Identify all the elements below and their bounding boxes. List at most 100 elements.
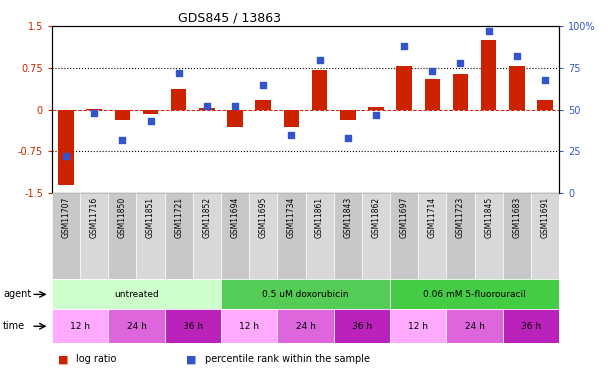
- Point: [61, 153, 71, 159]
- Bar: [136, 193, 164, 279]
- Bar: [503, 309, 559, 343]
- Text: GSM11734: GSM11734: [287, 196, 296, 238]
- Text: GSM11845: GSM11845: [484, 196, 493, 238]
- Bar: [164, 309, 221, 343]
- Text: 36 h: 36 h: [521, 322, 541, 331]
- Text: GSM11850: GSM11850: [118, 196, 127, 238]
- Bar: [164, 193, 193, 279]
- Point: [315, 57, 324, 63]
- Bar: [277, 193, 306, 279]
- Text: ■: ■: [186, 354, 197, 364]
- Point: [343, 135, 353, 141]
- Text: 24 h: 24 h: [126, 322, 147, 331]
- Bar: [447, 309, 503, 343]
- Bar: [390, 309, 447, 343]
- Text: 12 h: 12 h: [239, 322, 259, 331]
- Point: [202, 104, 212, 110]
- Bar: [503, 193, 531, 279]
- Bar: [334, 309, 390, 343]
- Point: [399, 43, 409, 49]
- Point: [484, 28, 494, 34]
- Bar: [397, 66, 412, 110]
- Bar: [425, 79, 440, 110]
- Text: 0.5 uM doxorubicin: 0.5 uM doxorubicin: [262, 290, 349, 299]
- Point: [230, 104, 240, 110]
- Text: GSM11707: GSM11707: [62, 196, 70, 238]
- Bar: [362, 193, 390, 279]
- Text: GDS845 / 13863: GDS845 / 13863: [178, 11, 281, 24]
- Text: GSM11716: GSM11716: [90, 196, 99, 238]
- Bar: [447, 193, 475, 279]
- Bar: [80, 193, 108, 279]
- Text: 12 h: 12 h: [70, 322, 90, 331]
- Bar: [221, 309, 277, 343]
- Text: GSM11723: GSM11723: [456, 196, 465, 238]
- Bar: [52, 309, 108, 343]
- Text: GSM11714: GSM11714: [428, 196, 437, 238]
- Point: [145, 118, 155, 124]
- Text: GSM11862: GSM11862: [371, 196, 381, 238]
- Bar: [277, 309, 334, 343]
- Bar: [52, 279, 221, 309]
- Bar: [368, 107, 384, 109]
- Text: untreated: untreated: [114, 290, 159, 299]
- Point: [428, 68, 437, 74]
- Bar: [475, 193, 503, 279]
- Text: GSM11843: GSM11843: [343, 196, 353, 238]
- Point: [456, 60, 466, 66]
- Text: log ratio: log ratio: [76, 354, 117, 364]
- Text: GSM11697: GSM11697: [400, 196, 409, 238]
- Point: [540, 76, 550, 82]
- Bar: [537, 100, 553, 109]
- Bar: [227, 110, 243, 128]
- Text: GSM11851: GSM11851: [146, 196, 155, 238]
- Bar: [52, 193, 80, 279]
- Point: [287, 132, 296, 138]
- Bar: [509, 66, 525, 110]
- Text: GSM11694: GSM11694: [230, 196, 240, 238]
- Bar: [340, 110, 356, 120]
- Point: [512, 53, 522, 59]
- Text: GSM11695: GSM11695: [258, 196, 268, 238]
- Text: GSM11691: GSM11691: [541, 196, 549, 238]
- Point: [174, 70, 184, 76]
- Text: 36 h: 36 h: [183, 322, 203, 331]
- Bar: [108, 309, 164, 343]
- Bar: [390, 193, 418, 279]
- Point: [371, 112, 381, 118]
- Bar: [334, 193, 362, 279]
- Text: GSM11683: GSM11683: [512, 196, 521, 238]
- Bar: [143, 110, 158, 114]
- Text: GSM11721: GSM11721: [174, 196, 183, 238]
- Bar: [221, 279, 390, 309]
- Bar: [481, 40, 496, 110]
- Point: [117, 137, 127, 143]
- Bar: [255, 100, 271, 109]
- Bar: [306, 193, 334, 279]
- Bar: [108, 193, 136, 279]
- Bar: [58, 110, 74, 185]
- Text: 12 h: 12 h: [408, 322, 428, 331]
- Text: 24 h: 24 h: [296, 322, 315, 331]
- Text: ■: ■: [58, 354, 68, 364]
- Bar: [221, 193, 249, 279]
- Text: 36 h: 36 h: [352, 322, 372, 331]
- Text: GSM11861: GSM11861: [315, 196, 324, 238]
- Text: 0.06 mM 5-fluorouracil: 0.06 mM 5-fluorouracil: [423, 290, 526, 299]
- Bar: [312, 70, 327, 110]
- Text: time: time: [3, 321, 25, 331]
- Bar: [390, 279, 559, 309]
- Bar: [193, 193, 221, 279]
- Point: [258, 82, 268, 88]
- Bar: [199, 108, 214, 109]
- Bar: [453, 74, 468, 110]
- Text: percentile rank within the sample: percentile rank within the sample: [205, 354, 370, 364]
- Text: agent: agent: [3, 290, 31, 299]
- Bar: [171, 88, 186, 110]
- Text: GSM11852: GSM11852: [202, 196, 211, 238]
- Text: 24 h: 24 h: [464, 322, 485, 331]
- Bar: [418, 193, 447, 279]
- Bar: [531, 193, 559, 279]
- Bar: [284, 110, 299, 128]
- Point: [89, 110, 99, 116]
